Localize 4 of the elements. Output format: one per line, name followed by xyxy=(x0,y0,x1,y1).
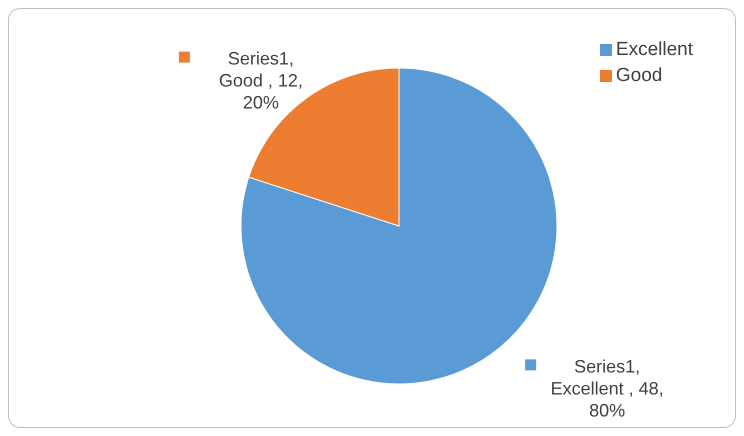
legend-label: Excellent xyxy=(616,39,693,60)
data-label: Series1, Good , 12, 20% xyxy=(218,48,303,113)
legend-label: Good xyxy=(616,65,662,86)
data-label: Series1, Excellent , 48, 80% xyxy=(550,356,664,420)
